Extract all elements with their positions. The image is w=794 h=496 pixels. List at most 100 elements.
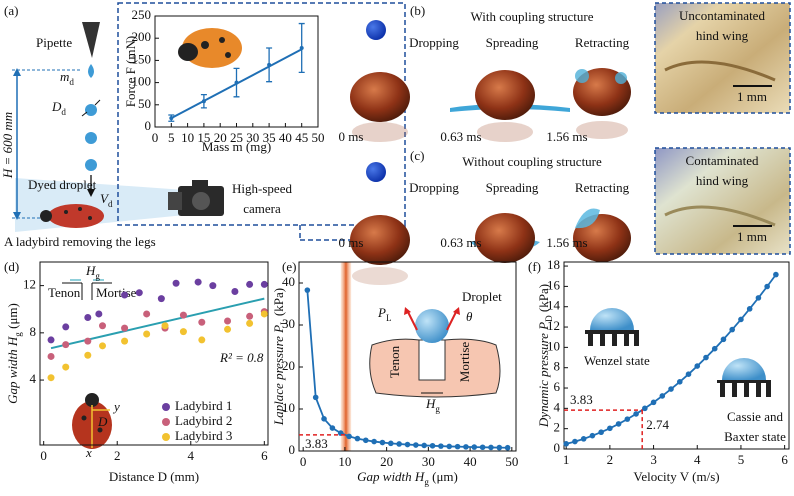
data-point <box>99 322 107 330</box>
x-tick-label: 0 <box>40 448 47 463</box>
legend-marker <box>162 418 170 426</box>
data-point <box>746 306 753 312</box>
time-label: 0.63 ms <box>440 235 481 250</box>
y-tick-label: 16 <box>547 277 561 292</box>
mortise-label: Mortise <box>96 285 137 300</box>
data-point <box>454 443 461 450</box>
data-point <box>179 328 187 336</box>
data-point <box>143 330 151 338</box>
droplet-label: Droplet <box>462 289 502 304</box>
data-point <box>84 337 92 345</box>
stage-label: Dropping <box>409 35 459 50</box>
plot-frame <box>298 261 517 452</box>
data-point <box>738 316 744 323</box>
y-tick-label: 10 <box>547 338 560 353</box>
gap-label-part: g <box>95 271 100 281</box>
diameter-label-part: d <box>61 107 66 117</box>
y-axis-label-part: (μm) <box>5 303 20 332</box>
data-point <box>231 288 239 296</box>
x-tick-label: 45 <box>295 130 308 145</box>
data-point <box>580 436 587 442</box>
data-point <box>396 441 402 447</box>
y-tick-label: 10 <box>282 400 295 415</box>
data-point <box>95 310 103 318</box>
y-axis-label-part: L <box>279 319 289 325</box>
data-point <box>299 45 304 50</box>
data-point <box>504 444 511 451</box>
x-tick-label: 10 <box>338 454 351 469</box>
y-tick-label: 250 <box>132 7 152 22</box>
data-point <box>624 416 631 422</box>
x-tick-label: 5 <box>168 130 175 145</box>
pipette-label: Pipette <box>36 35 72 50</box>
y-axis-label-part: (kPa) <box>536 284 551 315</box>
data-point <box>121 291 129 299</box>
x-axis-label: Velocity V (m/s) <box>633 469 719 484</box>
data-point <box>607 425 613 432</box>
ref-label: 3.83 <box>570 392 593 407</box>
x-tick-label: 4 <box>694 452 701 467</box>
tenon-label: Tenon <box>387 345 402 378</box>
legend-marker <box>162 433 170 441</box>
data-point <box>572 438 578 445</box>
data-point <box>234 80 239 85</box>
y-tick-label: 4 <box>554 399 561 414</box>
data-point <box>62 363 70 371</box>
state-label: Wenzel state <box>584 353 650 368</box>
data-point <box>246 312 254 320</box>
data-point <box>388 440 394 447</box>
data-point <box>198 336 206 344</box>
y-tick-label: 8 <box>554 359 561 374</box>
time-label: 1.56 ms <box>546 129 587 144</box>
y-tick-label: 14 <box>547 298 561 313</box>
stage-label: Retracting <box>575 35 630 50</box>
x-axis-label-part: Gap width H <box>357 469 425 484</box>
legend-marker <box>162 403 170 411</box>
data-point <box>260 280 268 288</box>
data-point <box>224 317 232 325</box>
y-axis-label: Gap width Hg (μm) <box>5 303 23 404</box>
legend-label: Ladybird 2 <box>175 413 232 428</box>
data-point <box>246 280 254 288</box>
x-tick-label: 10 <box>181 130 194 145</box>
data-point <box>615 421 622 427</box>
data-point <box>354 435 361 442</box>
y-tick-label: 50 <box>138 96 151 111</box>
x-tick-label: 0 <box>300 454 307 469</box>
x-tick-label: 35 <box>263 130 276 145</box>
data-point <box>642 405 648 412</box>
stage-label: Retracting <box>575 180 630 195</box>
data-point <box>121 324 129 332</box>
data-point <box>143 310 151 318</box>
data-point <box>379 439 386 446</box>
data-point <box>773 271 779 278</box>
wing-label: Contaminated <box>686 153 759 168</box>
data-point <box>633 411 639 417</box>
stage-label: Spreading <box>486 35 539 50</box>
panel-d-insets <box>62 279 112 449</box>
data-point <box>676 379 683 385</box>
data-point <box>563 441 569 447</box>
gap-label-part: g <box>435 404 440 414</box>
y-tick-label: 0 <box>554 440 561 455</box>
x-axis-label: Mass m (mg) <box>202 139 271 154</box>
mass-label: md <box>60 69 74 87</box>
data-point <box>198 318 206 326</box>
data-point <box>694 363 701 369</box>
tenon-label: Tenon <box>48 285 81 300</box>
pressure-label-part: P <box>377 305 386 320</box>
panel-label: (a) <box>4 3 18 18</box>
y-tick-label: 100 <box>132 74 152 89</box>
data-point <box>62 323 70 331</box>
data-point <box>479 444 486 451</box>
velocity-label-part: V <box>100 191 110 206</box>
panel-label: (b) <box>410 3 425 18</box>
x-tick-label: 15 <box>197 130 210 145</box>
camera-label: camera <box>243 201 281 216</box>
y-axis-label-part: Laplace pressure P <box>271 325 286 426</box>
y-axis-label: Force F (mN) <box>123 36 138 108</box>
data-point <box>179 311 187 319</box>
x-tick-label: 2 <box>607 452 614 467</box>
data-point <box>711 345 718 352</box>
y-tick-label: 12 <box>547 318 560 333</box>
